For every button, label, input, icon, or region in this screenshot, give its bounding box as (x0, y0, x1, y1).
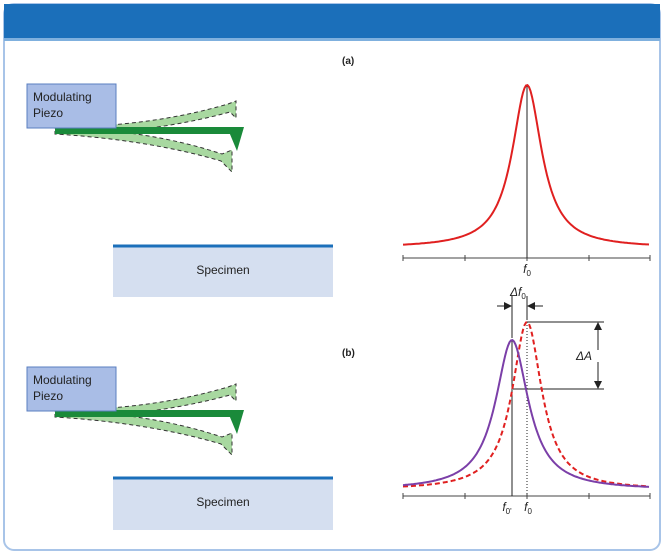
piezo-label: Modulating (33, 373, 92, 387)
tip (227, 127, 244, 151)
resonance-curve (403, 83, 650, 246)
specimen-label: Specimen (196, 495, 249, 509)
header-bar (4, 4, 660, 38)
freq-label: f0' (502, 500, 512, 516)
cantilever (55, 127, 237, 134)
piezo (26, 366, 117, 412)
piezo-label: Piezo (33, 106, 63, 120)
shifted-curve (402, 339, 650, 488)
delta-a-label: ΔA (575, 349, 592, 363)
delta-f-label: Δf0 (509, 285, 526, 301)
piezo-label: Piezo (33, 389, 63, 403)
piezo-label: Modulating (33, 90, 92, 104)
freq-label: f0 (524, 500, 532, 516)
piezo (26, 83, 117, 129)
specimen-label: Specimen (196, 263, 249, 277)
panel-label: (a) (342, 56, 354, 67)
tip (227, 410, 244, 434)
panel-b-setup: Specimen Modulating Piezo (26, 366, 333, 530)
freq-label: f0 (523, 262, 531, 278)
panel-a-setup: Specimen Modulating Piezo (26, 83, 333, 297)
original-curve (402, 320, 650, 488)
cantilever (55, 410, 237, 417)
header-stripe (4, 38, 660, 41)
graph-b: Δf0 ΔA f0' f0 (402, 285, 651, 516)
panel-label: (b) (342, 348, 355, 359)
specimen (113, 477, 333, 530)
graph-a: f0 (402, 83, 651, 278)
specimen (113, 245, 333, 297)
